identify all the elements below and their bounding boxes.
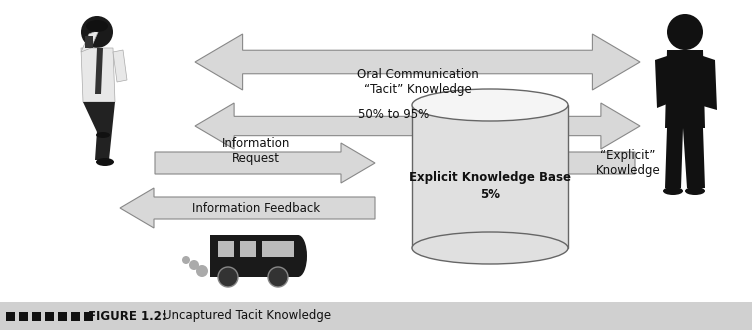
Polygon shape bbox=[83, 102, 111, 134]
Ellipse shape bbox=[289, 235, 307, 277]
Bar bbox=[262, 241, 278, 257]
Bar bbox=[45, 312, 54, 320]
Polygon shape bbox=[195, 34, 640, 90]
Bar bbox=[84, 312, 93, 320]
Ellipse shape bbox=[412, 232, 568, 264]
Polygon shape bbox=[155, 143, 375, 183]
Circle shape bbox=[196, 265, 208, 277]
Text: 5%: 5% bbox=[480, 187, 500, 201]
Bar bbox=[278, 241, 294, 257]
Polygon shape bbox=[81, 30, 99, 52]
Bar bbox=[210, 235, 298, 277]
Polygon shape bbox=[81, 48, 115, 102]
Bar bbox=[71, 312, 80, 320]
Polygon shape bbox=[665, 50, 705, 128]
Circle shape bbox=[81, 16, 113, 48]
Text: Information
Request: Information Request bbox=[222, 137, 290, 165]
Polygon shape bbox=[703, 56, 717, 110]
Polygon shape bbox=[683, 128, 705, 188]
Ellipse shape bbox=[96, 158, 114, 166]
Circle shape bbox=[667, 14, 703, 50]
Circle shape bbox=[218, 267, 238, 287]
Bar bbox=[218, 241, 234, 257]
Text: FIGURE 1.2:: FIGURE 1.2: bbox=[88, 310, 167, 322]
Circle shape bbox=[268, 267, 288, 287]
Polygon shape bbox=[95, 48, 103, 94]
Text: 50% to 95%: 50% to 95% bbox=[358, 109, 429, 121]
Ellipse shape bbox=[685, 187, 705, 195]
Polygon shape bbox=[95, 102, 115, 160]
Circle shape bbox=[189, 260, 199, 270]
Bar bbox=[240, 241, 256, 257]
Polygon shape bbox=[120, 188, 375, 228]
Text: Information Feedback: Information Feedback bbox=[192, 202, 320, 214]
Bar bbox=[58, 312, 67, 320]
Bar bbox=[19, 312, 28, 320]
Ellipse shape bbox=[86, 20, 108, 32]
Text: Explicit Knowledge Base: Explicit Knowledge Base bbox=[409, 172, 571, 184]
Polygon shape bbox=[655, 56, 667, 108]
Text: “Explicit”
Knowledge: “Explicit” Knowledge bbox=[596, 149, 660, 177]
Ellipse shape bbox=[96, 132, 110, 138]
Polygon shape bbox=[195, 103, 640, 149]
Text: Oral Communication
“Tacit” Knowledge: Oral Communication “Tacit” Knowledge bbox=[357, 68, 479, 96]
Ellipse shape bbox=[412, 89, 568, 121]
Bar bbox=[412, 105, 568, 248]
Polygon shape bbox=[113, 50, 127, 82]
Polygon shape bbox=[415, 143, 635, 183]
Bar bbox=[85, 36, 93, 48]
Bar bbox=[32, 312, 41, 320]
Circle shape bbox=[182, 256, 190, 264]
Text: Uncaptured Tacit Knowledge: Uncaptured Tacit Knowledge bbox=[163, 310, 331, 322]
Bar bbox=[6, 312, 15, 320]
Polygon shape bbox=[665, 128, 683, 188]
Ellipse shape bbox=[663, 187, 683, 195]
Bar bbox=[0, 302, 752, 330]
